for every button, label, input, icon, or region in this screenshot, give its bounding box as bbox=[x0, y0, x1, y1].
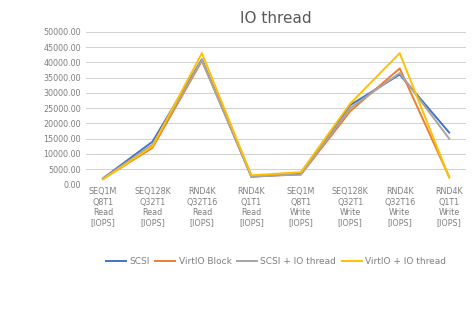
VirtIO Block bbox=[298, 173, 304, 176]
SCSI bbox=[149, 140, 155, 144]
Line: VirtIO + IO thread: VirtIO + IO thread bbox=[103, 53, 449, 179]
VirtIO + IO thread bbox=[298, 170, 304, 174]
VirtIO Block bbox=[100, 177, 106, 181]
VirtIO Block bbox=[446, 175, 452, 179]
SCSI bbox=[248, 175, 254, 179]
VirtIO Block bbox=[248, 174, 254, 178]
SCSI + IO thread bbox=[347, 106, 353, 110]
VirtIO Block bbox=[149, 146, 155, 150]
VirtIO + IO thread bbox=[199, 51, 205, 55]
SCSI + IO thread bbox=[397, 71, 403, 75]
SCSI + IO thread bbox=[199, 58, 205, 62]
Legend: SCSI, VirtIO Block, SCSI + IO thread, VirtIO + IO thread: SCSI, VirtIO Block, SCSI + IO thread, Vi… bbox=[102, 253, 450, 269]
SCSI + IO thread bbox=[298, 172, 304, 176]
VirtIO + IO thread bbox=[149, 144, 155, 148]
SCSI + IO thread bbox=[100, 177, 106, 181]
SCSI bbox=[347, 103, 353, 107]
VirtIO + IO thread bbox=[347, 102, 353, 106]
VirtIO + IO thread bbox=[248, 173, 254, 177]
Line: VirtIO Block: VirtIO Block bbox=[103, 61, 449, 179]
Title: IO thread: IO thread bbox=[240, 11, 312, 26]
VirtIO Block bbox=[199, 59, 205, 63]
VirtIO Block bbox=[347, 109, 353, 113]
SCSI + IO thread bbox=[446, 137, 452, 141]
Line: SCSI + IO thread: SCSI + IO thread bbox=[103, 60, 449, 179]
Line: SCSI: SCSI bbox=[103, 59, 449, 178]
VirtIO + IO thread bbox=[100, 177, 106, 181]
SCSI bbox=[397, 73, 403, 76]
SCSI bbox=[100, 176, 106, 180]
SCSI bbox=[298, 172, 304, 176]
SCSI bbox=[199, 57, 205, 61]
SCSI + IO thread bbox=[248, 175, 254, 178]
VirtIO Block bbox=[397, 66, 403, 70]
VirtIO + IO thread bbox=[397, 51, 403, 55]
SCSI + IO thread bbox=[149, 143, 155, 147]
SCSI bbox=[446, 131, 452, 135]
VirtIO + IO thread bbox=[446, 176, 452, 180]
